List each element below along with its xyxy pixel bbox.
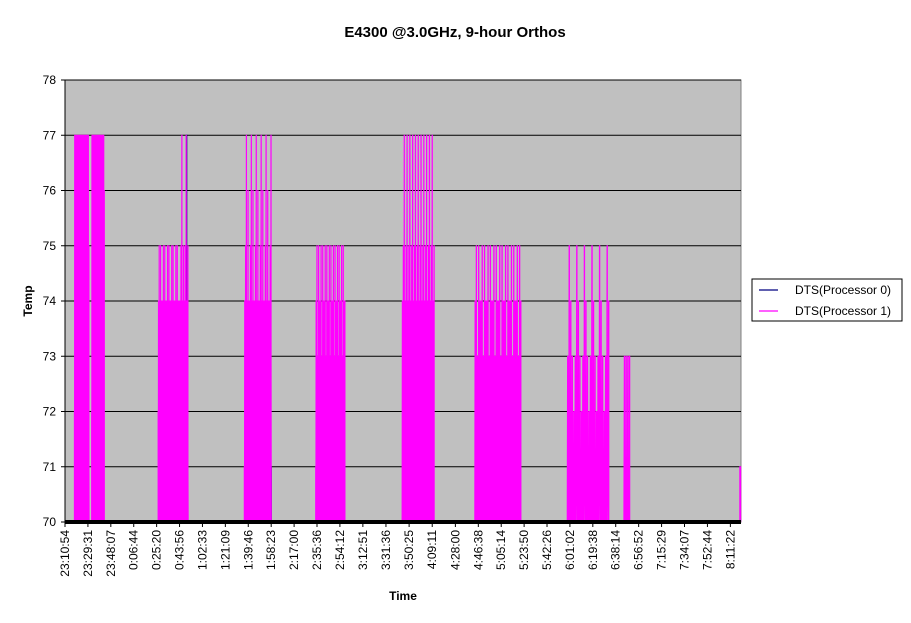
legend: DTS(Processor 0) DTS(Processor 1) (751, 278, 903, 322)
chart-title: E4300 @3.0GHz, 9-hour Orthos (344, 24, 565, 41)
x-tick-label: 2:35:36 (310, 530, 324, 570)
x-tick-label: 23:48:07 (104, 530, 118, 577)
x-tick-label: 6:38:14 (609, 530, 623, 570)
y-tick-label: 71 (43, 460, 57, 474)
legend-label-processor-1: DTS(Processor 1) (795, 304, 891, 318)
x-tick-label: 1:02:33 (195, 530, 209, 570)
x-tick-label: 0:43:56 (173, 530, 187, 570)
x-tick-label: 7:34:07 (678, 530, 692, 570)
x-tick-label: 3:12:51 (356, 530, 370, 570)
y-tick-label: 73 (43, 349, 57, 363)
y-tick-label: 77 (43, 128, 57, 142)
y-tick-label: 75 (43, 239, 57, 253)
y-tick-label: 76 (43, 184, 57, 198)
y-tick-label: 78 (43, 73, 57, 87)
x-tick-label: 1:39:46 (241, 530, 255, 570)
x-tick-label: 2:54:12 (333, 530, 347, 570)
x-tick-label: 7:15:29 (655, 530, 669, 570)
x-tick-label: 4:46:38 (471, 530, 485, 570)
x-tick-label: 4:09:11 (425, 530, 439, 569)
y-axis-ticks: 70 71 72 73 74 75 76 77 78 (43, 73, 65, 529)
x-tick-label: 23:29:31 (81, 530, 95, 577)
x-tick-label: 7:52:44 (700, 530, 714, 570)
x-tick-label: 1:58:23 (264, 530, 278, 570)
x-tick-label: 3:31:36 (379, 530, 393, 570)
x-tick-label: 6:56:52 (632, 530, 646, 570)
x-axis-title: Time (389, 589, 417, 603)
x-tick-label: 23:10:54 (58, 530, 72, 577)
x-tick-label: 1:21:09 (218, 530, 232, 570)
x-tick-label: 0:06:44 (127, 530, 141, 570)
y-axis-title: Temp (21, 285, 35, 316)
x-axis-ticks: 23:10:54 23:29:31 23:48:07 0:06:44 0:25:20 0:… (58, 522, 737, 577)
series-line-processor-1 (73, 134, 742, 523)
x-tick-label: 4:28:00 (448, 530, 462, 570)
x-tick-label: 8:11:22 (723, 530, 737, 569)
x-tick-label: 2:17:00 (287, 530, 301, 570)
x-tick-label: 5:05:14 (494, 530, 508, 570)
x-tick-label: 5:42:26 (540, 530, 554, 570)
x-tick-label: 0:25:20 (150, 530, 164, 570)
y-tick-label: 74 (43, 294, 57, 308)
x-tick-label: 6:19:38 (586, 530, 600, 570)
x-tick-label: 6:01:02 (563, 530, 577, 570)
y-tick-label: 72 (43, 405, 57, 419)
y-tick-label: 70 (43, 515, 57, 529)
legend-label-processor-0: DTS(Processor 0) (795, 283, 891, 297)
x-tick-label: 5:23:50 (517, 530, 531, 570)
x-tick-label: 3:50:25 (402, 530, 416, 570)
legend-box (751, 278, 903, 322)
